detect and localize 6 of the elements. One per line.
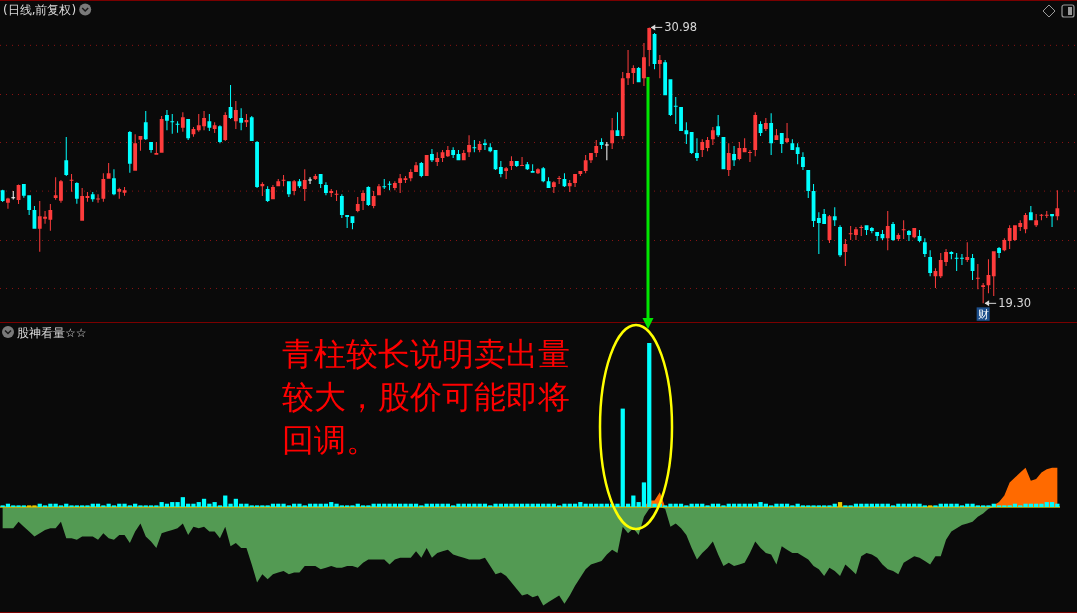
chart-title: 股神看量☆☆ [17, 325, 87, 340]
chart-title: (日线,前复权) [3, 3, 77, 17]
annotation: 30.98 [664, 20, 698, 35]
annotation: 青柱较长说明卖出量较大，股价可能即将回调。 [282, 335, 571, 460]
badge: 财 [976, 307, 990, 322]
annotation: 19.30 [998, 296, 1032, 311]
